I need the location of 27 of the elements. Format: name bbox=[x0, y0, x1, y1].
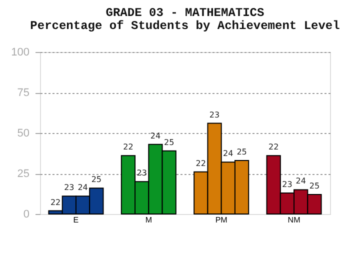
x-tick-label: E bbox=[73, 216, 79, 224]
y-tick-label: 0 bbox=[23, 208, 30, 220]
y-tick-label: 25 bbox=[17, 168, 30, 180]
y-tick-label: 50 bbox=[17, 128, 30, 140]
text: 24 bbox=[150, 131, 161, 140]
series-label: 24 bbox=[78, 183, 88, 192]
y-tick-label: 75 bbox=[17, 87, 30, 99]
chart-subtitle: Percentage of Students by Achievement Level bbox=[30, 19, 340, 33]
text: 23 bbox=[282, 180, 292, 189]
y-tick-label: 100 bbox=[11, 46, 30, 58]
text: 24 bbox=[223, 149, 234, 158]
series-label: 25 bbox=[91, 175, 102, 184]
text: 23 bbox=[209, 110, 220, 120]
text: 25 bbox=[309, 182, 320, 191]
series-label: 23 bbox=[64, 183, 74, 192]
text: 22 bbox=[268, 142, 279, 152]
chart-title: GRADE 03 - MATHEMATICS bbox=[106, 6, 264, 20]
text: 22 bbox=[196, 158, 206, 168]
x-tick-label: NM bbox=[288, 216, 301, 224]
text: 22 bbox=[123, 142, 134, 152]
text: 25 bbox=[164, 138, 174, 147]
series-label: 22 bbox=[50, 198, 61, 207]
x-tick-label: PM bbox=[215, 216, 228, 224]
x-tick-label: M bbox=[145, 216, 152, 224]
text: 23 bbox=[136, 168, 147, 178]
text: 25 bbox=[236, 148, 247, 157]
text: 24 bbox=[296, 176, 306, 186]
